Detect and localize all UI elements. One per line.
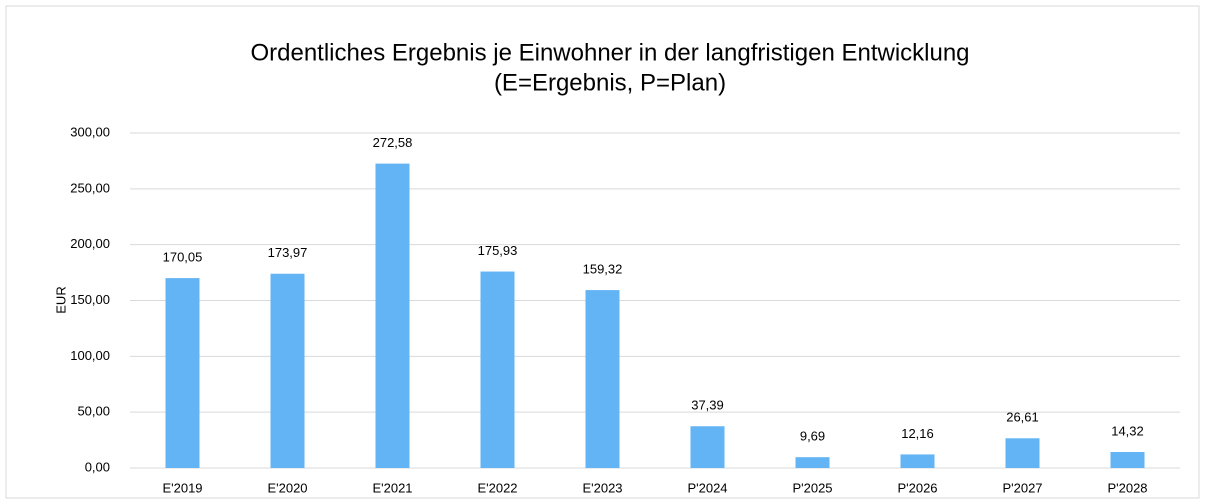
data-label: 272,58 [373, 135, 413, 150]
bar [1005, 438, 1040, 468]
y-axis-label: EUR [53, 286, 68, 313]
data-label: 159,32 [583, 262, 623, 277]
data-label: 170,05 [163, 250, 203, 265]
x-tick-label: P'2024 [687, 480, 727, 495]
x-tick-label: E'2020 [267, 480, 307, 495]
chart-title: Ordentliches Ergebnis je Einwohner in de… [250, 39, 969, 66]
y-tick-label: 50,00 [77, 404, 110, 419]
data-label: 175,93 [478, 243, 518, 258]
bar [900, 454, 935, 468]
y-tick-label: 100,00 [70, 348, 110, 363]
y-tick-label: 300,00 [70, 124, 110, 139]
x-tick-label: E'2022 [477, 480, 517, 495]
y-tick-label: 0,00 [85, 459, 110, 474]
bar [375, 163, 410, 468]
x-tick-label: E'2021 [372, 480, 412, 495]
x-tick-label: P'2027 [1002, 480, 1042, 495]
data-label: 12,16 [901, 426, 934, 441]
x-tick-label: E'2019 [162, 480, 202, 495]
bar [795, 457, 830, 468]
bar [1110, 452, 1145, 468]
bar [480, 271, 515, 468]
data-label: 37,39 [691, 398, 724, 413]
x-tick-label: P'2025 [792, 480, 832, 495]
x-tick-label: P'2026 [897, 480, 937, 495]
bar [270, 273, 305, 468]
x-tick-label: P'2028 [1107, 480, 1147, 495]
data-label: 14,32 [1111, 423, 1144, 438]
y-tick-label: 200,00 [70, 236, 110, 251]
y-tick-label: 150,00 [70, 292, 110, 307]
bar [690, 426, 725, 468]
x-tick-label: E'2023 [582, 480, 622, 495]
bar [585, 290, 620, 468]
data-label: 9,69 [800, 429, 825, 444]
chart-subtitle: (E=Ergebnis, P=Plan) [494, 69, 726, 96]
bar [165, 278, 200, 468]
y-tick-label: 250,00 [70, 180, 110, 195]
data-label: 173,97 [268, 245, 308, 260]
data-label: 26,61 [1006, 410, 1039, 425]
